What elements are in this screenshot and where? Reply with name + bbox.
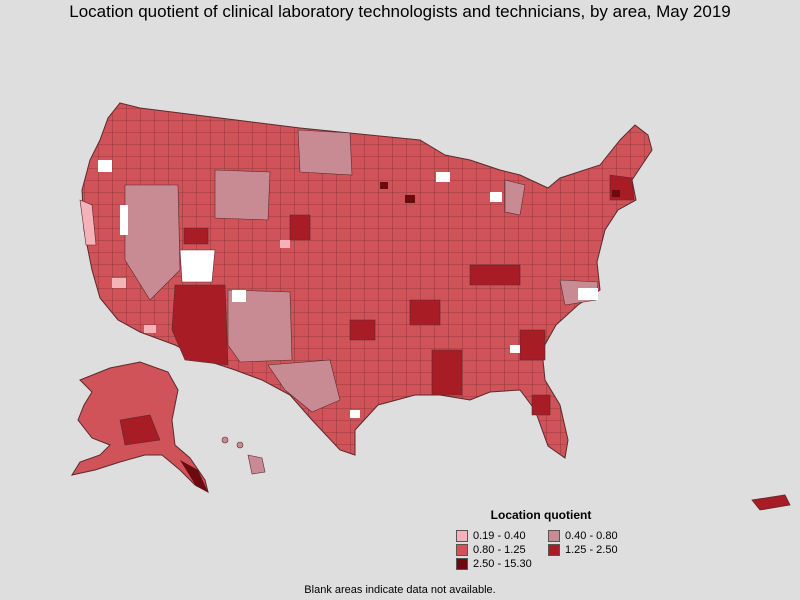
legend-label: 0.19 - 0.40 bbox=[473, 530, 526, 542]
legend-label: 0.80 - 1.25 bbox=[473, 544, 526, 556]
region-oklahoma bbox=[349, 319, 376, 341]
legend-swatch bbox=[548, 544, 560, 556]
puerto-rico bbox=[751, 494, 791, 511]
legend-item: 0.40 - 0.80 bbox=[548, 530, 648, 542]
region-upper-michigan bbox=[504, 179, 526, 216]
region-florida-north bbox=[531, 394, 551, 416]
legend-item: 0.19 - 0.40 bbox=[456, 530, 548, 542]
region-mountain-west bbox=[124, 184, 181, 301]
region-kentucky bbox=[469, 264, 521, 286]
hawaii-island-1 bbox=[221, 436, 229, 444]
region-new-mexico bbox=[227, 289, 293, 363]
map-title: Location quotient of clinical laboratory… bbox=[69, 2, 731, 21]
region-colorado-east bbox=[289, 214, 311, 241]
region-no-data-8 bbox=[350, 410, 360, 418]
region-mississippi bbox=[431, 349, 463, 396]
region-arizona bbox=[171, 284, 229, 366]
region-dark-3 bbox=[612, 190, 620, 197]
legend-swatch bbox=[456, 544, 468, 556]
region-dark-2 bbox=[380, 182, 388, 189]
alaska bbox=[70, 361, 209, 493]
region-no-data-7 bbox=[490, 192, 502, 202]
region-dakotas bbox=[297, 129, 353, 176]
legend-swatch bbox=[548, 530, 560, 542]
legend-item: 2.50 - 15.30 bbox=[456, 558, 548, 570]
region-west-texas bbox=[267, 359, 341, 413]
region-pink-3 bbox=[144, 325, 156, 333]
legend-label: 2.50 - 15.30 bbox=[473, 558, 532, 570]
legend-swatch bbox=[456, 558, 468, 570]
region-pink-2 bbox=[280, 240, 290, 248]
region-no-data-4 bbox=[120, 205, 128, 235]
region-wyoming bbox=[214, 169, 271, 221]
footnote: Blank areas indicate data not available. bbox=[304, 584, 496, 596]
region-no-data-5 bbox=[436, 172, 450, 182]
region-no-data-6 bbox=[578, 288, 598, 300]
legend-item: 0.80 - 1.25 bbox=[456, 544, 548, 556]
region-colorado-west bbox=[183, 227, 209, 245]
region-no-data-3 bbox=[98, 160, 112, 172]
legend-label: 0.40 - 0.80 bbox=[565, 530, 618, 542]
region-no-data-9 bbox=[510, 345, 520, 353]
hawaii-island-2 bbox=[236, 441, 244, 449]
hawaii-island-3 bbox=[247, 454, 266, 475]
hawaii bbox=[221, 436, 266, 475]
region-no-data-2 bbox=[232, 290, 246, 302]
region-no-data-utah bbox=[179, 249, 216, 283]
region-arkansas bbox=[409, 299, 441, 326]
alaska-panhandle bbox=[180, 460, 208, 492]
legend: Location quotient 0.19 - 0.40 0.40 - 0.8… bbox=[456, 508, 666, 570]
region-pink-1 bbox=[112, 278, 126, 288]
legend-swatch bbox=[456, 530, 468, 542]
legend-label: 1.25 - 2.50 bbox=[565, 544, 618, 556]
legend-items: 0.19 - 0.40 0.40 - 0.80 0.80 - 1.25 1.25… bbox=[456, 530, 666, 570]
alaska-region bbox=[119, 414, 161, 446]
region-california-coast bbox=[79, 199, 97, 246]
legend-title: Location quotient bbox=[490, 508, 592, 522]
contiguous-us bbox=[79, 102, 653, 459]
region-georgia bbox=[519, 329, 546, 361]
legend-item: 1.25 - 2.50 bbox=[548, 544, 648, 556]
region-dark-1 bbox=[405, 195, 415, 203]
